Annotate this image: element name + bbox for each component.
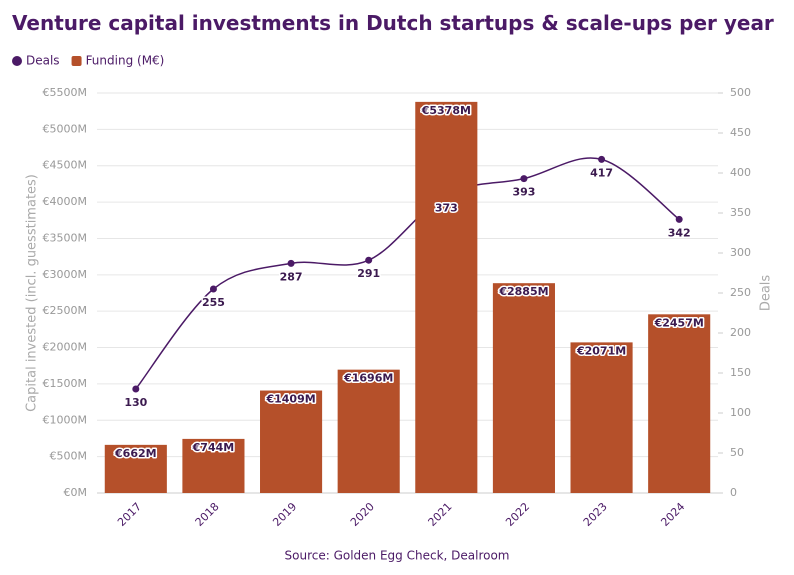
y-axis-title: Capital invested (incl. guesstimates) [25,174,40,412]
bar [492,283,555,493]
y-tick-label: €3500M [43,231,87,244]
data-label: 291 [357,267,380,280]
data-label: 130 [124,396,147,409]
data-label: €1696M [343,372,393,385]
data-label: €5378M [421,104,471,117]
y-tick-label: €1000M [43,413,87,426]
y-tick-label: €3000M [43,268,87,281]
bar [104,444,167,493]
data-label: 342 [668,226,691,239]
data-label: 393 [512,186,535,199]
deals-point [287,259,295,267]
x-tick-label: 2018 [193,500,222,529]
data-label: €2457M [654,316,704,329]
data-label: €1409M [265,393,315,406]
source-note: Source: Golden Egg Check, Dealroom [285,549,510,563]
data-label: €2071M [576,344,626,357]
y2-tick-label: 250 [730,286,751,299]
y-tick-label: €1500M [43,377,87,390]
y2-tick-label: 300 [730,246,751,259]
y2-tick-label: 100 [730,406,751,419]
data-label: €2885M [498,285,548,298]
bar [182,438,245,493]
legend-marker [71,56,82,66]
data-label: 287 [280,270,303,283]
y2-tick-label: 450 [730,126,751,139]
y-tick-label: €0M [64,486,88,499]
deals-point [598,155,606,163]
chart-title: Venture capital investments in Dutch sta… [12,11,774,35]
y-tick-label: €5500M [43,86,87,99]
y-tick-label: €500M [50,450,88,463]
deals-point [520,175,528,183]
x-tick-label: 2017 [115,500,144,529]
x-tick-label: 2023 [581,500,610,529]
y2-tick-label: 350 [730,206,751,219]
data-label: 255 [202,296,225,309]
y2-tick-label: 200 [730,326,751,339]
x-tick-label: 2024 [658,500,687,529]
legend-label: Funding (M€) [86,54,165,68]
y2-tick-label: 50 [730,446,744,459]
y2-tick-label: 400 [730,166,751,179]
bar [648,314,711,493]
y-tick-label: €5000M [43,122,87,135]
data-label: €744M [192,441,235,454]
bar [570,342,633,493]
bar [337,369,400,493]
data-label: 373 [435,202,458,215]
y2-tick-label: 500 [730,86,751,99]
y2-tick-label: 0 [730,486,737,499]
y-tick-label: €2000M [43,341,87,354]
y-tick-label: €4000M [43,195,87,208]
deals-point [209,285,217,293]
legend-label: Deals [26,54,60,68]
x-tick-label: 2020 [348,500,377,529]
data-label: 417 [590,166,613,179]
y2-axis-title: Deals [759,275,774,312]
legend-marker [12,56,22,66]
x-tick-label: 2022 [503,500,532,529]
data-label: €662M [114,447,157,460]
x-tick-label: 2019 [270,500,299,529]
y-tick-label: €4500M [43,159,87,172]
deals-point [365,256,373,264]
y2-tick-label: 150 [730,366,751,379]
bar [415,101,478,493]
y-tick-label: €2500M [43,304,87,317]
bar [260,390,323,493]
deals-point [132,385,140,393]
deals-point [675,215,683,223]
x-tick-label: 2021 [426,500,455,529]
